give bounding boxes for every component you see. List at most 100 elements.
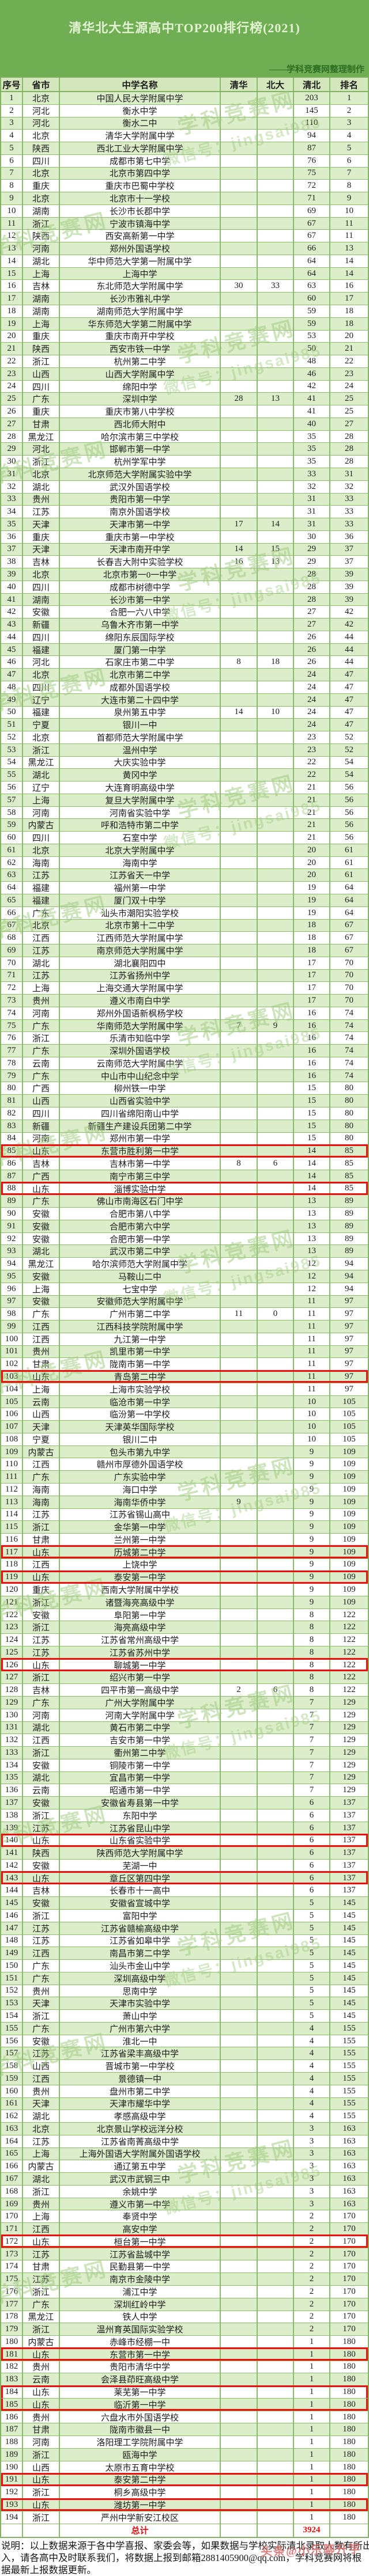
cell-rank: 64 (345, 883, 353, 893)
cell-province: 江苏 (23, 869, 60, 882)
cell-rank-no: 37 (1, 543, 23, 556)
cell-qingbei-count: 2 (294, 2210, 330, 2223)
cell-rank-no: 151 (1, 1972, 23, 1985)
cell-rank: 80 (345, 1083, 353, 1093)
cell-school-name: 衢州第二中学 (60, 1747, 221, 1759)
header-rank: 排名 (340, 80, 358, 90)
cell-province: 浙江 (23, 2448, 60, 2461)
cell-rank: 129 (342, 1735, 356, 1745)
cell-province: 安徽 (23, 1270, 60, 1283)
cell-tsinghua-count: 30 (221, 280, 258, 293)
table-row: 80 广西 柳州铁一中学 15 80 (1, 1082, 368, 1095)
table-row: 96 上海 七宝中学 12 94 (1, 1283, 368, 1296)
cell-province: 贵州 (23, 995, 60, 1007)
cell-qingbei-count: 4 (294, 2085, 330, 2097)
cell-province: 云南 (23, 2373, 60, 2386)
cell-tsinghua-count (221, 255, 258, 267)
cell-school-name: 洛阳理工学院附属中学 (60, 2436, 221, 2448)
cell-province: 贵州 (23, 1345, 60, 1358)
cell-tsinghua-count (221, 844, 258, 856)
table-row: 42 安徽 合肥一六八中学 27 42 (1, 606, 368, 619)
cell-province: 河南 (23, 1709, 60, 1721)
cell-peking-count (258, 681, 294, 693)
cell-tsinghua-count (221, 2285, 258, 2298)
table-row: 179 浙江 温州育英国际实验学校 2 170 (1, 2323, 368, 2336)
table-row: 181 山东 东营市第一中学 1 180 (1, 2347, 368, 2361)
cell-qingbei-count: 19 (294, 894, 330, 906)
cell-tsinghua-count (221, 343, 258, 355)
cell-school-name: 陇南市第一中学 (60, 1358, 221, 1371)
cell-rank-no: 13 (1, 242, 23, 255)
cell-peking-count (258, 1333, 294, 1345)
cell-qingbei-count: 9 (294, 1471, 330, 1483)
cell-tsinghua-count (221, 1232, 258, 1245)
cell-school-name: 广东实验中学 (60, 1471, 221, 1483)
table-row: 129 广东 广州大学附属中学 7 129 (1, 1697, 368, 1709)
cell-peking-count: 18 (258, 656, 294, 669)
cell-province: 江苏 (23, 2047, 60, 2060)
table-row: 92 安徽 合肥市第一中学 13 89 (1, 1232, 368, 1246)
table-row: 6 四川 成都市第七中学 76 6 (1, 154, 368, 168)
cell-peking-count (258, 1659, 294, 1671)
cell-school-name: 长沙市长郡中学 (60, 204, 221, 217)
cell-school-name: 马鞍山二中 (60, 1270, 221, 1283)
cell-peking-count (258, 343, 294, 355)
cell-province: 天津 (23, 518, 60, 530)
cell-school-name: 重庆市第一中学校 (60, 530, 221, 543)
cell-rank-no: 117 (1, 1546, 23, 1558)
cell-tsinghua-count (221, 2461, 258, 2473)
table-row: 110 江西 赣州市厚德外国语学校 9 109 (1, 1458, 368, 1471)
cell-peking-count (258, 167, 294, 180)
cell-rank: 122 (342, 1660, 356, 1670)
cell-empty (23, 2524, 60, 2537)
cell-province: 甘肃 (23, 418, 60, 430)
table-row: 1 北京 中国人民大学附属中学 203 1 (1, 92, 368, 105)
cell-peking-count (258, 1759, 294, 1771)
cell-school-name: 合肥一六八中学 (60, 606, 221, 619)
cell-province: 山东 (23, 1182, 60, 1195)
cell-peking-count (258, 92, 294, 104)
cell-province: 浙江 (23, 217, 60, 230)
cell-school-name: 淄博实验中学 (60, 1182, 221, 1195)
cell-rank: 180 (342, 2362, 356, 2372)
cell-province: 广东 (23, 1697, 60, 1709)
cell-tsinghua-count (221, 1182, 258, 1195)
cell-peking-count: 10 (258, 706, 294, 719)
cell-school-name: 首都师范大学附属中学 (60, 731, 221, 743)
cell-rank-no: 99 (1, 1321, 23, 1333)
cell-rank-no: 183 (1, 2373, 23, 2386)
cell-qingbei-count: 28 (294, 581, 330, 593)
cell-school-name: 成都市第七中学 (60, 154, 221, 167)
cell-province: 江苏 (23, 2135, 60, 2148)
cell-rank-no: 120 (1, 1584, 23, 1596)
cell-province: 上海 (23, 267, 60, 280)
table-row: 145 安徽 安徽省宣城中学 5 145 (1, 1897, 368, 1910)
cell-tsinghua-count (221, 1910, 258, 1922)
cell-rank: 4 (347, 131, 352, 141)
cell-rank-no: 166 (1, 2160, 23, 2173)
cell-rank: 170 (342, 2299, 356, 2309)
cell-rank-no: 26 (1, 405, 23, 418)
cell-rank: 20 (345, 331, 353, 341)
cell-rank-no: 47 (1, 669, 23, 681)
cell-qingbei-count: 6 (294, 1797, 330, 1809)
cell-peking-count (258, 581, 294, 593)
table-row: 108 宁夏 银川二中 10 105 (1, 1433, 368, 1446)
cell-qingbei-count: 21 (294, 832, 330, 844)
table-row: 137 安徽 安徽省寿县第一中学 6 137 (1, 1797, 368, 1809)
cell-peking-count (258, 844, 294, 856)
cell-tsinghua-count (221, 669, 258, 681)
cell-peking-count (258, 593, 294, 606)
cell-qingbei-count: 76 (294, 154, 330, 167)
cell-qingbei-count: 10 (294, 1421, 330, 1433)
cell-rank-no: 184 (1, 2386, 23, 2398)
cell-province: 天津 (23, 1997, 60, 2010)
cell-province: 海南 (23, 1496, 60, 1508)
cell-rank: 180 (342, 2387, 356, 2396)
cell-qingbei-count: 10 (294, 1433, 330, 1446)
cell-school-name: 上海外国语大学附属外国语学校 (60, 2148, 221, 2160)
cell-peking-count (258, 2336, 294, 2348)
cell-school-name: 上海中学 (60, 267, 221, 280)
cell-qingbei-count: 33 (294, 468, 330, 480)
cell-qingbei-count: 14 (294, 1145, 330, 1158)
